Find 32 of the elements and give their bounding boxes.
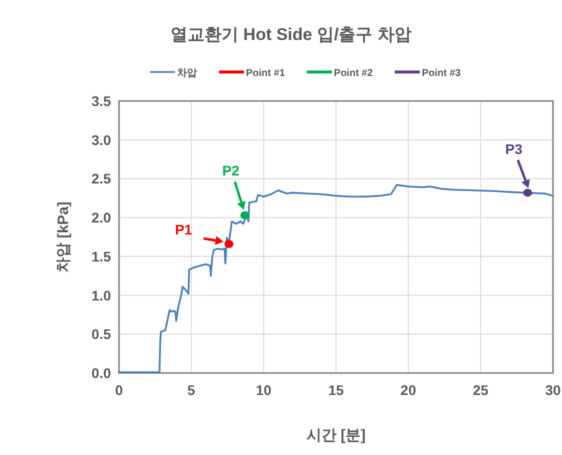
y-tick-label: 1.0 xyxy=(92,287,112,304)
legend-label: Point #1 xyxy=(246,68,286,79)
point xyxy=(240,211,250,220)
annotation: P3 xyxy=(505,140,530,188)
y-axis-title: 차압 [kPa] xyxy=(55,202,72,272)
x-tick-label: 5 xyxy=(187,382,196,398)
point xyxy=(224,240,234,248)
annotation: P2 xyxy=(222,162,246,210)
x-tick-label: 25 xyxy=(472,382,489,398)
y-tick-label: 0.0 xyxy=(92,365,112,381)
x-tick-label: 20 xyxy=(400,382,416,398)
annotation: P1 xyxy=(174,221,192,238)
y-tick-label: 3.0 xyxy=(92,132,112,148)
legend-label: Point #3 xyxy=(422,68,462,79)
annotation: P1 xyxy=(174,221,224,245)
y-tick-label: 2.0 xyxy=(92,210,112,226)
y-tick-label: 3.5 xyxy=(92,93,112,109)
legend-label: 차압 xyxy=(177,68,197,79)
point xyxy=(523,188,532,197)
x-tick-label: 15 xyxy=(328,382,344,398)
x-tick-label: 10 xyxy=(256,382,272,398)
y-tick-label: 0.5 xyxy=(92,326,112,342)
chart-title: 열교환기 Hot Side 입/출구 차압 xyxy=(170,25,412,44)
legend-label: Point #2 xyxy=(334,68,374,79)
annotation: P2 xyxy=(222,162,240,179)
x-tick-label: 30 xyxy=(545,382,561,398)
y-tick-label: 1.5 xyxy=(92,248,112,264)
y-tick-label: 2.5 xyxy=(92,170,112,187)
annotation: P3 xyxy=(505,140,523,157)
line-series xyxy=(118,184,554,374)
x-tick-label: 0 xyxy=(115,382,124,398)
x-axis-title: 시간 [분] xyxy=(306,427,366,444)
